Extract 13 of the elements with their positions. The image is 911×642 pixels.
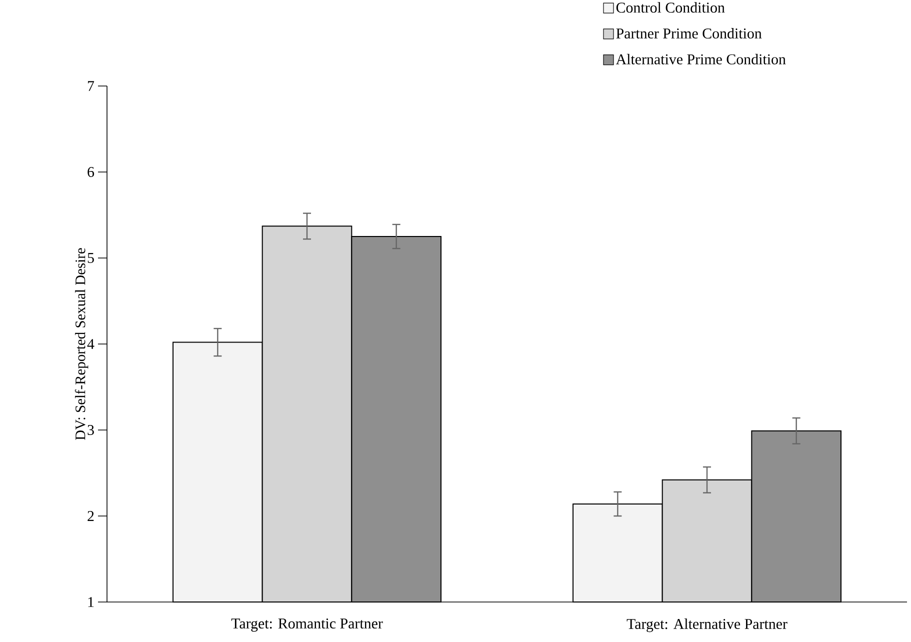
y-tick-label: 5 bbox=[88, 253, 94, 263]
y-tick-label: 3 bbox=[88, 424, 94, 436]
x-tick-label: Target: Alternative Partner bbox=[626, 618, 788, 632]
legend-label: Control Condition bbox=[616, 2, 725, 13]
legend-label: Alternative Prime Condition bbox=[616, 54, 786, 64]
y-tick-label: 1 bbox=[88, 597, 94, 607]
y-tick-label: 7 bbox=[88, 81, 94, 91]
y-tick-label: 6 bbox=[88, 166, 94, 178]
y-tick-label: 4 bbox=[87, 339, 94, 349]
legend-label: Partner Prime Condition bbox=[616, 28, 762, 39]
y-axis-title: DV: Self-Reported Sexual Desire bbox=[74, 248, 88, 440]
y-tick-label: 2 bbox=[88, 511, 94, 521]
x-tick-label: Target: Romantic Partner bbox=[231, 618, 383, 632]
